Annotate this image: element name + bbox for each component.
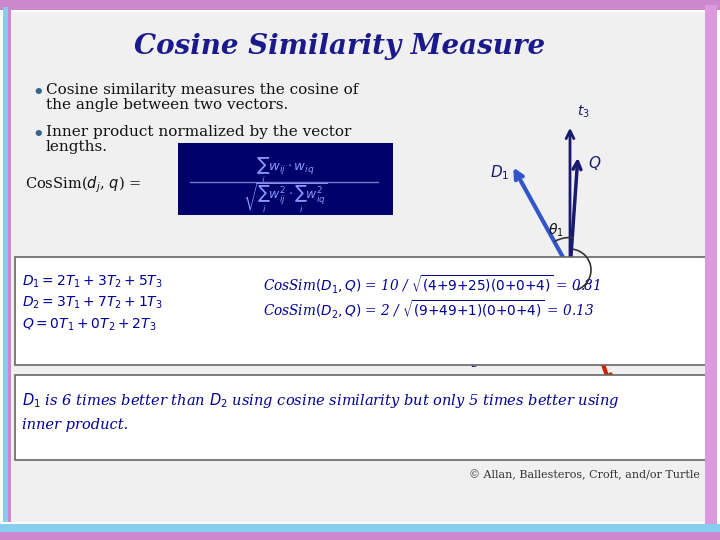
Text: $t_2$: $t_2$ (465, 354, 477, 370)
Text: CosSim$(D_2, Q)$ = 2 / $\sqrt{(9{+}49{+}1)(0{+}0{+}4)}$ = 0.13: CosSim$(D_2, Q)$ = 2 / $\sqrt{(9{+}49{+}… (263, 299, 595, 321)
Text: $\sqrt{\sum_i w_{ij}^2 \cdot \sum_i w_{iq}^2}$: $\sqrt{\sum_i w_{ij}^2 \cdot \sum_i w_{i… (243, 181, 328, 215)
Text: Cosine Similarity Measure: Cosine Similarity Measure (135, 32, 546, 59)
Text: $D_1 = 2T_1 + 3T_2 + 5T_3$: $D_1 = 2T_1 + 3T_2 + 5T_3$ (22, 274, 163, 290)
Bar (0, 0, 720, 10)
Text: $Q$: $Q$ (588, 154, 601, 172)
Text: $\sum_i w_{ij} \cdot w_{iq}$: $\sum_i w_{ij} \cdot w_{iq}$ (256, 156, 315, 186)
Bar (178, 143, 393, 215)
Text: Inner product normalized by the vector: Inner product normalized by the vector (46, 125, 351, 139)
Text: $D_2 = 3T_1 + 7T_2 + 1T_3$: $D_2 = 3T_1 + 7T_2 + 1T_3$ (22, 295, 163, 311)
Text: $D_1$ is 6 times better than $D_2$ using cosine similarity but only 5 times bett: $D_1$ is 6 times better than $D_2$ using… (22, 390, 619, 409)
Text: •: • (32, 126, 44, 144)
Text: •: • (32, 84, 44, 102)
Text: $t_3$: $t_3$ (577, 104, 590, 120)
Text: lengths.: lengths. (46, 140, 108, 154)
Text: CosSim($\mathbf{\mathit{d}}_j$, $\mathbf{\mathit{q}}$) =: CosSim($\mathbf{\mathit{d}}_j$, $\mathbf… (25, 175, 141, 195)
Bar (0, 524, 720, 532)
Text: $\theta_1$: $\theta_1$ (548, 221, 564, 239)
Bar (705, 5, 717, 525)
Bar (15, 257, 708, 365)
Text: $Q = 0T_1 + 0T_2 + 2T_3$: $Q = 0T_1 + 0T_2 + 2T_3$ (22, 317, 156, 333)
Text: © Allan, Ballesteros, Croft, and/or Turtle: © Allan, Ballesteros, Croft, and/or Turt… (469, 470, 700, 480)
Text: $D_1$: $D_1$ (490, 164, 510, 183)
Bar (3, 7, 8, 522)
Text: inner product.: inner product. (22, 418, 128, 432)
Text: the angle between two vectors.: the angle between two vectors. (46, 98, 288, 112)
Text: $t_1$: $t_1$ (703, 266, 716, 282)
Text: Cosine similarity measures the cosine of: Cosine similarity measures the cosine of (46, 83, 359, 97)
Bar (15, 375, 708, 460)
Bar (0, 532, 720, 540)
Text: $D_2$: $D_2$ (620, 390, 639, 409)
Text: $\theta_2$: $\theta_2$ (580, 276, 594, 292)
Bar (8, 7, 11, 522)
Text: CosSim$(D_1, Q)$ = 10 / $\sqrt{(4{+}9{+}25)(0{+}0{+}4)}$ = 0.81: CosSim$(D_1, Q)$ = 10 / $\sqrt{(4{+}9{+}… (263, 274, 600, 296)
